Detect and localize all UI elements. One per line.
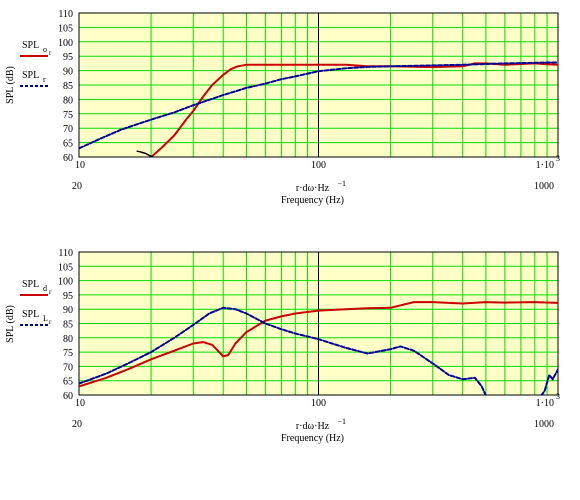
x-axis-expression-exponent: −1 [338, 179, 347, 188]
series-group [79, 61, 558, 157]
y-tick-label: 70 [63, 362, 73, 373]
y-tick-label: 105 [58, 23, 73, 34]
y-tick-label: 95 [63, 52, 73, 63]
plot-frame [78, 12, 559, 158]
y-tick-label: 60 [63, 391, 73, 402]
y-tick-label: 90 [63, 305, 73, 316]
y-axis-label: SPL (dB) [5, 66, 16, 104]
series-line [79, 306, 487, 395]
y-tick-label: 80 [63, 334, 73, 345]
legend-subscript: L [43, 314, 48, 323]
x-tick-exponent: 3 [556, 392, 560, 401]
series-line [79, 301, 558, 388]
y-tick-label: 65 [63, 139, 73, 150]
y-tick-label: 85 [63, 81, 73, 92]
y-tick-label: 110 [58, 248, 73, 259]
legend-label: SPL [22, 70, 39, 81]
y-axis-label: SPL (dB) [5, 305, 16, 343]
x-range-min: 20 [72, 419, 82, 430]
x-axis-label: Frequency (Hz) [281, 195, 344, 206]
x-tick-label: 100 [311, 160, 326, 171]
legend-subsubscript: r [49, 318, 52, 326]
legend-subscript: d [43, 284, 47, 293]
y-tick-label: 65 [63, 377, 73, 388]
x-range-max: 1000 [534, 419, 554, 430]
legend-label: SPL [22, 40, 39, 51]
x-tick-label: 10 [75, 398, 85, 409]
y-tick-label: 80 [63, 95, 73, 106]
x-axis-expression-exponent: −1 [338, 417, 347, 426]
series-line [150, 62, 558, 157]
y-tick-label: 75 [63, 348, 73, 359]
x-tick-label: 10 [75, 160, 85, 171]
y-tick-label: 90 [63, 67, 73, 78]
x-tick-exponent: 3 [556, 154, 560, 163]
series-line [136, 150, 156, 157]
series-line [79, 61, 558, 150]
legend-label: SPL [22, 309, 39, 320]
x-axis-expression: r·dω·Hz [296, 183, 330, 194]
y-tick-label: 85 [63, 320, 73, 331]
legend-subscript: r [43, 75, 46, 84]
x-range-min: 20 [72, 181, 82, 192]
y-tick-label: 105 [58, 262, 73, 273]
y-tick-label: 70 [63, 124, 73, 135]
series-line [540, 368, 558, 395]
y-tick-label: 100 [58, 38, 73, 49]
legend-subscript: o [43, 45, 47, 54]
x-axis-expression: r·dω·Hz [296, 421, 330, 432]
x-tick-label: 1·10 [536, 160, 554, 171]
x-tick-label: 1·10 [536, 398, 554, 409]
y-tick-label: 95 [63, 291, 73, 302]
y-tick-label: 110 [58, 9, 73, 20]
legend-label: SPL [22, 279, 39, 290]
y-tick-label: 60 [63, 153, 73, 164]
x-axis-label: Frequency (Hz) [281, 433, 344, 444]
legend-subsubscript: r [49, 49, 52, 57]
plot-frame [78, 251, 559, 396]
legend-subsubscript: r [49, 288, 52, 296]
x-range-max: 1000 [534, 181, 554, 192]
y-tick-label: 75 [63, 110, 73, 121]
y-tick-label: 100 [58, 277, 73, 288]
series-group [79, 301, 558, 395]
x-tick-label: 100 [311, 398, 326, 409]
